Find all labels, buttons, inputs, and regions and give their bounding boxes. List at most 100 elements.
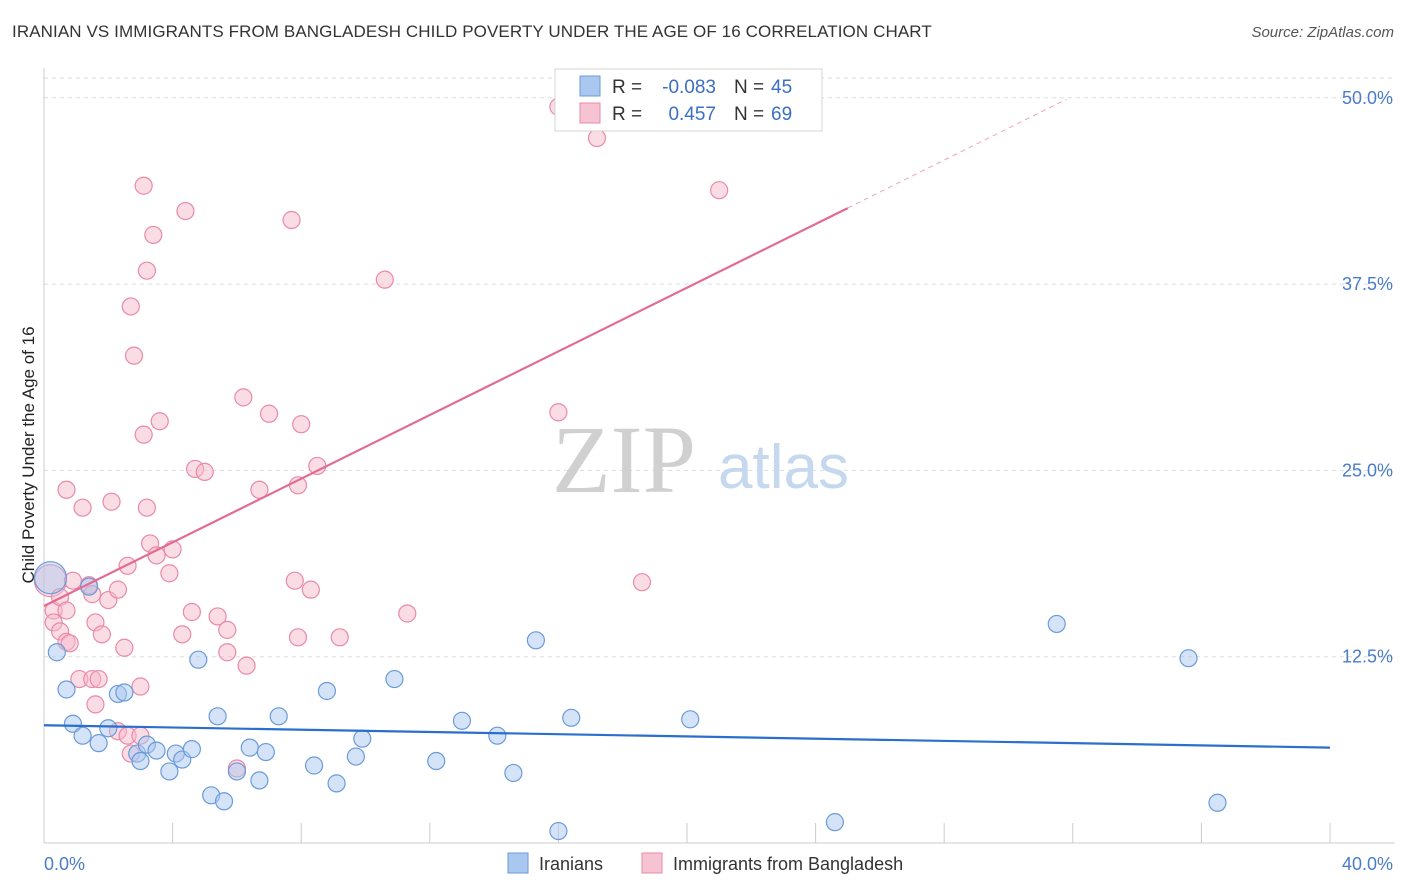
iranians-point: [353, 729, 372, 748]
bangladesh-point: [285, 571, 304, 590]
bangladesh-point: [195, 462, 214, 481]
bangladesh-point: [73, 498, 92, 517]
axes: [43, 68, 1395, 844]
bangladesh-point: [375, 270, 394, 289]
iranians-point: [488, 726, 507, 745]
bangladesh-point: [292, 415, 311, 434]
bangladesh-point: [218, 643, 237, 662]
x-tick-label: 0.0%: [44, 854, 85, 874]
bangladesh-point: [237, 656, 256, 675]
legend-r-label-2: R =: [612, 104, 642, 125]
watermark-atlas: atlas: [718, 433, 849, 502]
bottom-legend-label-bangladesh: Immigrants from Bangladesh: [673, 854, 903, 874]
bangladesh-point: [134, 176, 153, 195]
bangladesh-point: [282, 210, 301, 230]
bangladesh-point: [63, 571, 83, 590]
bottom-legend-swatch-bangladesh: [641, 852, 663, 874]
stats-legend: R = -0.083 N = 45 R = 0.457 N = 69: [554, 68, 823, 132]
iranians-point: [385, 669, 404, 689]
bangladesh-point: [176, 201, 195, 221]
iranians-point: [346, 747, 365, 766]
legend-r-value-1: -0.083: [662, 77, 716, 98]
y-tick-label: 25.0%: [1342, 460, 1393, 480]
iranians-point: [452, 711, 472, 730]
source-credit: Source: ZipAtlas.com: [1251, 24, 1394, 41]
y-tick-label: 37.5%: [1342, 274, 1393, 294]
legend-r-value-2: 0.457: [668, 104, 716, 125]
y-axis-tick-labels: 12.5% 25.0% 37.5% 50.0%: [1342, 88, 1393, 667]
iranians-point: [147, 741, 166, 760]
iranians-point: [131, 751, 150, 771]
y-tick-label: 12.5%: [1342, 647, 1393, 667]
bangladesh-point: [57, 601, 76, 620]
iranians-point: [427, 751, 446, 771]
iranians-point: [504, 763, 523, 783]
iranians-point: [208, 707, 227, 726]
bangladesh-point: [124, 346, 144, 365]
bangladesh-point: [330, 628, 349, 647]
iranians-point: [99, 719, 118, 738]
bottom-legend-label-iranians: Iranians: [539, 854, 603, 874]
y-tick-label: 50.0%: [1342, 88, 1393, 108]
bangladesh-point: [108, 580, 128, 599]
bangladesh-point: [86, 695, 105, 714]
bangladesh-point: [89, 669, 108, 689]
iranians-point: [240, 738, 259, 757]
iranians-point: [89, 734, 108, 753]
iranians-point: [214, 792, 234, 811]
iranians-point: [227, 762, 246, 781]
watermark: ZIP atlas: [552, 406, 849, 513]
trend-line-iranians: [43, 724, 1331, 749]
iranians-point: [256, 742, 275, 762]
iranians-point: [526, 631, 545, 650]
x-axis-tick-labels: 0.0% 40.0%: [44, 854, 1393, 874]
iranians-point: [189, 650, 208, 669]
iranians-point: [182, 740, 201, 759]
iranians-point: [1047, 614, 1066, 634]
bangladesh-point: [288, 628, 308, 647]
bangladesh-point: [150, 412, 169, 431]
iranians-point: [33, 561, 68, 595]
bangladesh-point: [131, 677, 150, 696]
bangladesh-point: [301, 580, 320, 599]
bangladesh-point: [92, 625, 111, 644]
iranians-point: [304, 756, 324, 775]
bangladesh-point: [208, 607, 227, 626]
trend-line-bangladesh: [43, 207, 849, 608]
bangladesh-point: [137, 498, 156, 517]
bangladesh-point: [710, 181, 729, 200]
iranians-point: [160, 762, 179, 781]
bangladesh-point: [121, 297, 140, 316]
trend-line-bangladesh-extension: [847, 98, 1067, 209]
bangladesh-point: [234, 388, 253, 407]
iranians-point: [549, 821, 568, 841]
iranians-point: [562, 708, 581, 727]
bangladesh-point: [144, 225, 163, 245]
bangladesh-point: [60, 634, 79, 653]
iranians-point: [1179, 649, 1198, 668]
x-tick-label: 40.0%: [1342, 854, 1393, 874]
bangladesh-point: [115, 638, 134, 657]
iranians-point: [250, 771, 269, 790]
stats-legend-swatch-bangladesh: [579, 102, 601, 124]
bangladesh-point: [218, 620, 237, 639]
bangladesh-point: [137, 261, 156, 280]
bangladesh-point: [134, 425, 153, 444]
bangladesh-point: [549, 403, 568, 422]
bangladesh-point: [173, 625, 192, 644]
watermark-zip: ZIP: [552, 406, 696, 513]
stats-legend-swatch-iranians: [579, 75, 601, 97]
iranians-point: [1208, 793, 1227, 812]
iranians-point: [47, 643, 66, 662]
legend-n-value-1: 45: [771, 77, 792, 98]
series-iranians-points: [33, 561, 1227, 841]
bangladesh-point: [102, 492, 121, 511]
bangladesh-point: [632, 573, 652, 592]
bangladesh-point: [57, 480, 76, 499]
iranians-point: [57, 680, 76, 699]
iranians-point: [115, 683, 134, 702]
bangladesh-point: [160, 564, 179, 583]
bangladesh-point: [398, 604, 417, 623]
iranians-point: [327, 774, 346, 793]
